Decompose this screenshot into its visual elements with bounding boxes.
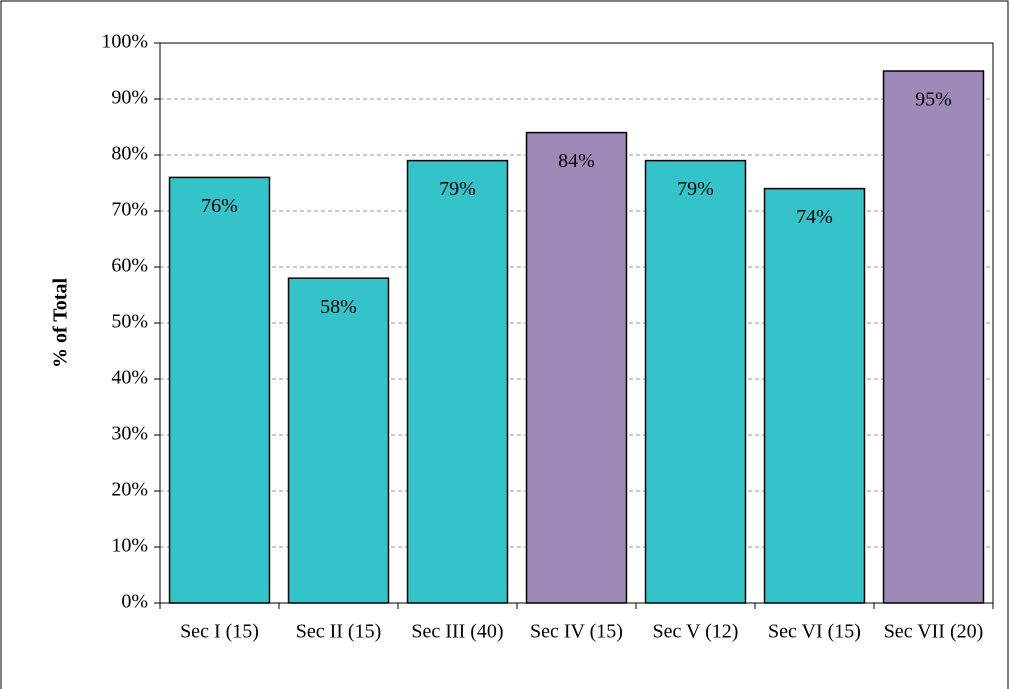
plot-border — [159, 42, 994, 604]
y-tick-label: 90% — [111, 87, 148, 109]
bar — [763, 187, 866, 604]
x-tick-label: Sec V (12) — [653, 621, 739, 643]
y-tick-label: 100% — [101, 31, 148, 53]
data-label: 84% — [558, 150, 595, 172]
y-tick-label: 80% — [111, 143, 148, 165]
y-tick-label: 0% — [121, 591, 148, 613]
y-tick-label: 10% — [111, 535, 148, 557]
y-tick-label: 50% — [111, 311, 148, 333]
y-tick-label: 70% — [111, 199, 148, 221]
bar — [406, 159, 509, 604]
data-label: 95% — [915, 89, 952, 111]
y-tick-label: 30% — [111, 423, 148, 445]
x-tick-label: Sec I (15) — [180, 621, 259, 643]
bar — [168, 176, 271, 604]
y-tick-label: 60% — [111, 255, 148, 277]
bar — [287, 277, 390, 604]
x-tick-label: Sec III (40) — [411, 621, 503, 643]
x-tick-label: Sec VII (20) — [884, 621, 984, 643]
bar — [525, 131, 628, 604]
y-tick-label: 20% — [111, 479, 148, 501]
y-axis-title: % of Total — [50, 278, 72, 368]
x-tick-label: Sec IV (15) — [530, 621, 623, 643]
x-tick-label: Sec VI (15) — [768, 621, 861, 643]
bar — [644, 159, 747, 604]
x-tick-label: Sec II (15) — [296, 621, 382, 643]
bar — [882, 70, 985, 604]
data-label: 76% — [201, 195, 238, 217]
data-label: 58% — [320, 296, 357, 318]
data-label: 79% — [439, 178, 476, 200]
data-label: 74% — [796, 206, 833, 228]
data-label: 79% — [677, 178, 714, 200]
y-tick-label: 40% — [111, 367, 148, 389]
